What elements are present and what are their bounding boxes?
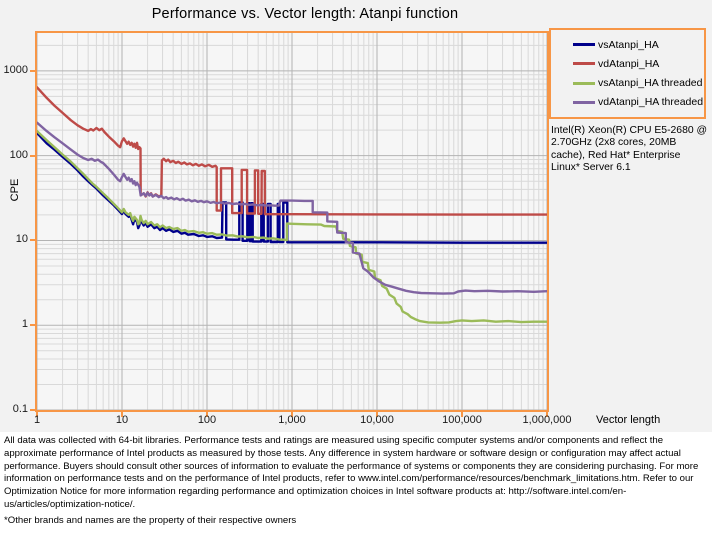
series-vsAtanpi_HA-threaded <box>37 129 547 324</box>
plot-area <box>35 31 549 412</box>
legend-line-sample <box>573 100 595 104</box>
legend-label: vdAtanpi_HA <box>598 57 660 70</box>
y-axis-title: CPE <box>9 178 21 202</box>
x-tick-mark <box>291 412 293 417</box>
y-tick-mark <box>30 324 35 326</box>
y-tick-mark <box>30 155 35 157</box>
x-axis-title: Vector length <box>596 414 661 426</box>
x-tick-label: 1,000,000 <box>522 414 572 426</box>
x-tick-mark <box>461 412 463 417</box>
x-tick-mark <box>36 412 38 417</box>
legend-item: vdAtanpi_HA threaded <box>573 96 704 109</box>
series-vsAtanpi_HA <box>37 131 547 244</box>
y-tick-label: 1000 <box>3 64 28 76</box>
chart-title: Performance vs. Vector length: Atanpi fu… <box>151 6 459 22</box>
brands-note: *Other brands and names are the property… <box>4 515 297 526</box>
plot-canvas <box>37 33 547 410</box>
x-tick-mark <box>376 412 378 417</box>
x-tick-mark <box>546 412 548 417</box>
legend-line-sample <box>573 43 595 47</box>
x-tick-label: 1 <box>33 414 41 426</box>
series-vdAtanpi_HA-threaded <box>37 121 547 295</box>
legend-item: vsAtanpi_HA <box>573 39 702 51</box>
y-tick-label: 1 <box>21 318 28 330</box>
legend-label: vsAtanpi_HA threaded <box>598 77 703 90</box>
series-vdAtanpi_HA <box>37 86 547 216</box>
system-annotation: Intel(R) Xeon(R) CPU E5-2680 @ 2.70GHz (… <box>551 125 708 174</box>
legend-label: vsAtanpi_HA <box>598 38 659 51</box>
disclaimer-text: All data was collected with 64-bit libra… <box>4 435 699 510</box>
x-tick-label: 10 <box>115 414 129 426</box>
x-tick-mark <box>206 412 208 417</box>
y-tick-label: 10 <box>15 233 28 245</box>
x-tick-label: 100 <box>197 414 217 426</box>
x-tick-label: 10,000 <box>360 414 394 426</box>
legend-item: vdAtanpi_HA <box>573 58 702 70</box>
y-tick-mark <box>30 409 35 411</box>
x-tick-mark <box>121 412 123 417</box>
legend-label: vdAtanpi_HA threaded <box>598 96 704 109</box>
x-tick-label: 100,000 <box>442 414 482 426</box>
legend-item: vsAtanpi_HA threaded <box>573 77 703 90</box>
y-tick-mark <box>30 239 35 241</box>
x-tick-label: 1,000 <box>278 414 306 426</box>
chart-region: Performance vs. Vector length: Atanpi fu… <box>0 0 712 432</box>
y-tick-label: 100 <box>9 149 28 161</box>
legend-line-sample <box>573 81 595 85</box>
y-tick-mark <box>30 70 35 72</box>
legend-line-sample <box>573 62 595 66</box>
legend: vsAtanpi_HA vdAtanpi_HA vsAtanpi_HA thread… <box>549 28 706 119</box>
y-tick-label: 0.1 <box>12 403 28 415</box>
